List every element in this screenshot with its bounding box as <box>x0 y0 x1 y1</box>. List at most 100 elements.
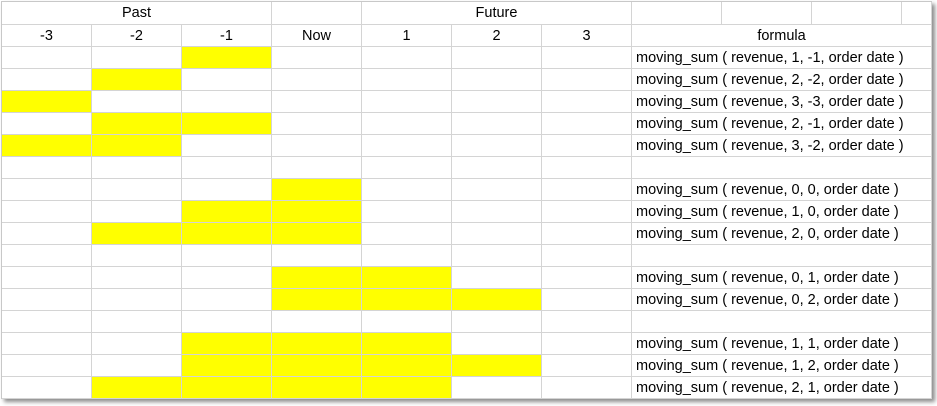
cell[interactable] <box>452 201 542 223</box>
cell[interactable] <box>182 267 272 289</box>
column-header-2[interactable]: -1 <box>182 25 272 47</box>
header-blank-cell[interactable] <box>632 2 722 25</box>
cell[interactable] <box>92 245 182 267</box>
column-header-0[interactable]: -3 <box>2 25 92 47</box>
cell[interactable] <box>452 377 542 399</box>
cell[interactable] <box>2 179 92 201</box>
cell[interactable] <box>452 157 542 179</box>
cell[interactable] <box>92 289 182 311</box>
column-header-4[interactable]: 1 <box>362 25 452 47</box>
cell[interactable] <box>452 69 542 91</box>
highlighted-cell[interactable] <box>182 223 272 245</box>
highlighted-cell[interactable] <box>272 179 362 201</box>
formula-cell[interactable] <box>632 311 932 333</box>
cell[interactable] <box>542 113 632 135</box>
cell[interactable] <box>362 69 452 91</box>
cell[interactable] <box>272 113 362 135</box>
cell[interactable] <box>452 179 542 201</box>
cell[interactable] <box>452 311 542 333</box>
formula-cell[interactable]: moving_sum ( revenue, 1, -1, order date … <box>632 47 932 69</box>
cell[interactable] <box>362 201 452 223</box>
formula-cell[interactable]: moving_sum ( revenue, 0, 0, order date ) <box>632 179 932 201</box>
formula-cell[interactable]: moving_sum ( revenue, 1, 0, order date ) <box>632 201 932 223</box>
formula-cell[interactable]: moving_sum ( revenue, 2, -2, order date … <box>632 69 932 91</box>
cell[interactable] <box>362 245 452 267</box>
column-header-5[interactable]: 2 <box>452 25 542 47</box>
column-header-1[interactable]: -2 <box>92 25 182 47</box>
header-blank-cell[interactable] <box>812 2 902 25</box>
column-header-formula[interactable]: formula <box>632 25 932 47</box>
cell[interactable] <box>272 157 362 179</box>
column-header-6[interactable]: 3 <box>542 25 632 47</box>
cell[interactable] <box>452 267 542 289</box>
cell[interactable] <box>92 201 182 223</box>
cell[interactable] <box>2 333 92 355</box>
cell[interactable] <box>272 135 362 157</box>
highlighted-cell[interactable] <box>272 333 362 355</box>
formula-cell[interactable]: moving_sum ( revenue, 3, -3, order date … <box>632 91 932 113</box>
cell[interactable] <box>542 245 632 267</box>
header-blank-cell[interactable] <box>272 2 362 25</box>
cell[interactable] <box>362 157 452 179</box>
cell[interactable] <box>182 135 272 157</box>
highlighted-cell[interactable] <box>452 289 542 311</box>
formula-cell[interactable] <box>632 245 932 267</box>
cell[interactable] <box>362 311 452 333</box>
highlighted-cell[interactable] <box>2 91 92 113</box>
cell[interactable] <box>92 267 182 289</box>
formula-cell[interactable]: moving_sum ( revenue, 1, 1, order date ) <box>632 333 932 355</box>
formula-cell[interactable]: moving_sum ( revenue, 2, 1, order date ) <box>632 377 932 399</box>
cell[interactable] <box>92 311 182 333</box>
highlighted-cell[interactable] <box>272 223 362 245</box>
highlighted-cell[interactable] <box>182 333 272 355</box>
cell[interactable] <box>542 223 632 245</box>
header-blank-cell[interactable] <box>902 2 932 25</box>
cell[interactable] <box>452 113 542 135</box>
highlighted-cell[interactable] <box>182 377 272 399</box>
highlighted-cell[interactable] <box>362 377 452 399</box>
cell[interactable] <box>182 69 272 91</box>
cell[interactable] <box>92 157 182 179</box>
highlighted-cell[interactable] <box>272 289 362 311</box>
cell[interactable] <box>542 91 632 113</box>
formula-cell[interactable]: moving_sum ( revenue, 1, 2, order date ) <box>632 355 932 377</box>
cell[interactable] <box>182 311 272 333</box>
cell[interactable] <box>2 223 92 245</box>
highlighted-cell[interactable] <box>2 135 92 157</box>
highlighted-cell[interactable] <box>452 355 542 377</box>
formula-cell[interactable] <box>632 157 932 179</box>
cell[interactable] <box>272 311 362 333</box>
cell[interactable] <box>2 69 92 91</box>
cell[interactable] <box>362 179 452 201</box>
highlighted-cell[interactable] <box>92 135 182 157</box>
cell[interactable] <box>2 289 92 311</box>
formula-cell[interactable]: moving_sum ( revenue, 2, 0, order date ) <box>632 223 932 245</box>
cell[interactable] <box>542 135 632 157</box>
highlighted-cell[interactable] <box>92 223 182 245</box>
cell[interactable] <box>452 333 542 355</box>
cell[interactable] <box>452 135 542 157</box>
header-blank-cell[interactable] <box>722 2 812 25</box>
cell[interactable] <box>542 377 632 399</box>
highlighted-cell[interactable] <box>182 355 272 377</box>
cell[interactable] <box>542 311 632 333</box>
cell[interactable] <box>452 245 542 267</box>
cell[interactable] <box>542 289 632 311</box>
highlighted-cell[interactable] <box>182 47 272 69</box>
cell[interactable] <box>542 179 632 201</box>
header-future[interactable]: Future <box>362 2 632 25</box>
highlighted-cell[interactable] <box>362 333 452 355</box>
cell[interactable] <box>182 91 272 113</box>
cell[interactable] <box>92 91 182 113</box>
highlighted-cell[interactable] <box>362 289 452 311</box>
formula-cell[interactable]: moving_sum ( revenue, 2, -1, order date … <box>632 113 932 135</box>
cell[interactable] <box>2 113 92 135</box>
cell[interactable] <box>362 223 452 245</box>
cell[interactable] <box>2 245 92 267</box>
cell[interactable] <box>182 289 272 311</box>
highlighted-cell[interactable] <box>182 201 272 223</box>
cell[interactable] <box>362 47 452 69</box>
cell[interactable] <box>2 267 92 289</box>
cell[interactable] <box>362 91 452 113</box>
cell[interactable] <box>182 245 272 267</box>
